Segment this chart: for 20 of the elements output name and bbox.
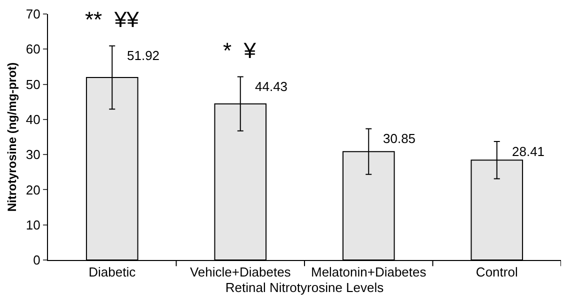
annotation: * ¥ <box>223 38 257 63</box>
x-tick-label: Vehicle+Diabetes <box>190 264 292 280</box>
x-tick-label: Control <box>476 264 518 280</box>
y-axis-title: Nitrotyrosine (ng/mg-prot) <box>5 62 20 212</box>
y-tick-label: 40 <box>26 112 40 127</box>
y-tick-label: 0 <box>33 252 40 268</box>
y-tick-label: 60 <box>26 42 40 57</box>
y-tick-label: 10 <box>26 217 40 232</box>
x-tick-label: Melatonin+Diabetes <box>310 264 427 280</box>
y-tick-label: 20 <box>26 182 40 198</box>
data-label: 30.85 <box>383 131 416 146</box>
y-tick-label: 70 <box>26 6 40 22</box>
data-label: 28.41 <box>512 144 545 159</box>
y-tick-label: 30 <box>26 147 40 162</box>
x-tick-label: Diabetic <box>88 264 136 280</box>
annotation: ** ¥¥ <box>85 7 140 32</box>
data-label: 51.92 <box>127 48 160 63</box>
y-tick-label: 50 <box>26 76 40 92</box>
data-label: 44.43 <box>255 79 288 94</box>
x-axis-title: Retinal Nitrotyrosine Levels <box>225 280 384 296</box>
